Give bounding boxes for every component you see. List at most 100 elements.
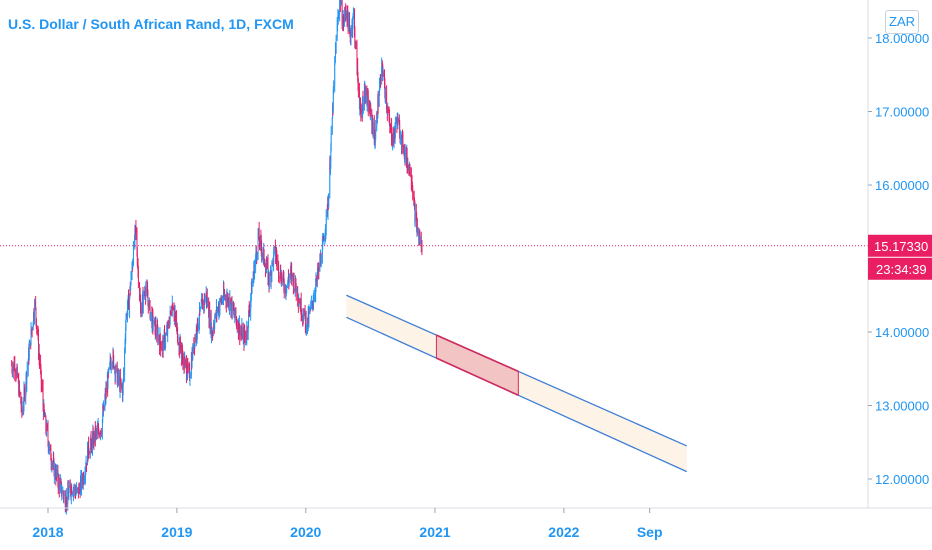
candle-body [328, 194, 330, 208]
candle-body [392, 134, 394, 145]
candle-body [100, 433, 102, 435]
x-tick-label: 2021 [419, 524, 450, 540]
candle-body [266, 261, 268, 263]
x-tick-label: 2020 [290, 524, 321, 540]
candle-body [145, 288, 147, 298]
y-tick-label: 18.00000 [875, 31, 929, 46]
candle-body [128, 296, 129, 310]
candle-body [325, 211, 327, 228]
candle-body [303, 308, 305, 314]
candle-body [58, 480, 60, 490]
candle-body [234, 308, 236, 316]
candle-body [182, 357, 184, 367]
candle-body [372, 122, 374, 135]
candle-body [414, 210, 416, 223]
candle-body [118, 376, 120, 380]
candle-body [421, 241, 423, 252]
candle-body [68, 491, 70, 498]
candle-body [120, 381, 122, 386]
candle-body [170, 311, 171, 313]
candle-body [238, 320, 240, 334]
candle-body [122, 379, 124, 388]
candle-body [29, 341, 31, 348]
candle-body [352, 15, 354, 24]
x-tick-label: Sep [637, 524, 663, 540]
candle-body [366, 88, 368, 104]
candle-body [330, 133, 332, 147]
candle-body [334, 62, 336, 86]
candle-body [187, 363, 189, 369]
candle-body [397, 118, 399, 126]
y-tick-label: 16.00000 [875, 178, 929, 193]
channel-highlight-fill [436, 335, 519, 396]
candle-body [409, 173, 411, 175]
candle-body [149, 301, 151, 319]
candle-body [278, 274, 280, 277]
x-tick-label: 2019 [161, 524, 192, 540]
candle-body [24, 389, 26, 399]
candle-body [241, 326, 243, 340]
candle-body [248, 310, 249, 326]
candle-body [222, 300, 223, 302]
candle-body [318, 265, 320, 271]
candle-body [97, 428, 98, 433]
candle-body [239, 323, 241, 337]
candle-body [35, 308, 37, 319]
candle-body [354, 13, 355, 29]
candle-body [101, 419, 103, 435]
y-tick-label: 12.00000 [875, 472, 929, 487]
candle-body [354, 28, 356, 44]
candle-body [200, 304, 202, 309]
candle-body [88, 453, 90, 455]
candle-body [76, 488, 78, 493]
candle-body [59, 482, 61, 490]
candle-body [228, 298, 230, 308]
x-tick-label: 2018 [32, 524, 63, 540]
candle-body [214, 313, 216, 321]
price-axis[interactable]: 18.00000 17.00000 16.00000 14.00000 13.00000… [867, 0, 932, 508]
candle-body [377, 99, 379, 107]
candle-body [244, 331, 246, 338]
candle-body [357, 82, 359, 92]
candle-body [375, 128, 377, 140]
candle-body [403, 148, 405, 154]
candle-body [348, 18, 349, 31]
currency-badge[interactable]: ZAR [885, 10, 919, 34]
candle-body [139, 283, 140, 297]
y-tick-label: 14.00000 [875, 325, 929, 340]
time-axis[interactable]: 2018 2019 2020 2021 2022 Sep [0, 507, 932, 540]
candle-body [19, 391, 21, 393]
candle-body [283, 286, 285, 291]
candle-body [379, 86, 380, 95]
candle-body [56, 469, 58, 475]
candle-body [63, 495, 65, 499]
parallel-channel-drawing[interactable] [346, 294, 688, 473]
candle-body [384, 82, 386, 93]
candle-body [298, 301, 300, 304]
candle-body [224, 295, 226, 297]
candle-body [362, 104, 364, 110]
chart-title: U.S. Dollar / South African Rand, 1D, FX… [8, 16, 294, 32]
candle-body [83, 479, 85, 482]
candle-body [93, 433, 95, 442]
candle-body [271, 262, 273, 275]
candle-body [95, 430, 97, 433]
candle-body [288, 278, 290, 283]
candle-body [367, 96, 368, 102]
countdown-label: 23:34:39 [876, 262, 927, 277]
candle-body [373, 122, 375, 137]
y-tick-label: 17.00000 [875, 105, 929, 120]
candle-body [47, 428, 49, 442]
channel-highlight-upper [436, 334, 519, 373]
candle-body [324, 237, 326, 241]
candle-body [46, 424, 48, 429]
candle-body [265, 267, 267, 272]
candle-body [125, 315, 127, 328]
candle-body [68, 485, 70, 492]
candle-body [192, 344, 194, 358]
candle-body [135, 226, 137, 232]
candle-body [181, 348, 182, 358]
candle-body [317, 270, 319, 275]
candle-body [16, 369, 17, 376]
